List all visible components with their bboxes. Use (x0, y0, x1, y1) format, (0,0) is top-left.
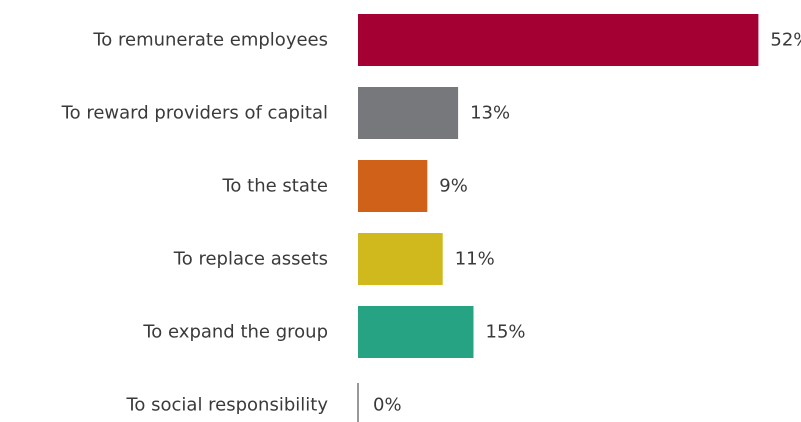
category-labels-layer: To remunerate employees To reward provide… (61, 30, 329, 416)
bar-to-remunerate-employees (358, 14, 759, 66)
value-labels-layer: 52% 13% 9% 11% 15% 0% (373, 30, 801, 416)
value-label-to-social-responsibility: 0% (373, 395, 402, 416)
bar-to-replace-assets (358, 233, 443, 285)
bar-to-reward-providers-of-capital (358, 87, 459, 139)
value-label-to-replace-assets: 11% (455, 249, 495, 270)
bar-to-the-state (358, 160, 428, 212)
value-label-to-the-state: 9% (439, 176, 468, 197)
category-label-to-the-state: To the state (221, 176, 328, 197)
bar-to-expand-the-group (358, 306, 474, 358)
category-label-to-expand-the-group: To expand the group (142, 322, 328, 343)
value-label-to-reward-providers-of-capital: 13% (470, 103, 510, 124)
value-label-to-remunerate-employees: 52% (770, 30, 801, 51)
category-label-to-social-responsibility: To social responsibility (125, 395, 328, 416)
category-label-to-reward-providers-of-capital: To reward providers of capital (61, 103, 328, 124)
category-label-to-remunerate-employees: To remunerate employees (92, 30, 328, 51)
bars-layer (357, 14, 759, 422)
category-label-to-replace-assets: To replace assets (173, 249, 328, 270)
value-label-to-expand-the-group: 15% (486, 322, 526, 343)
